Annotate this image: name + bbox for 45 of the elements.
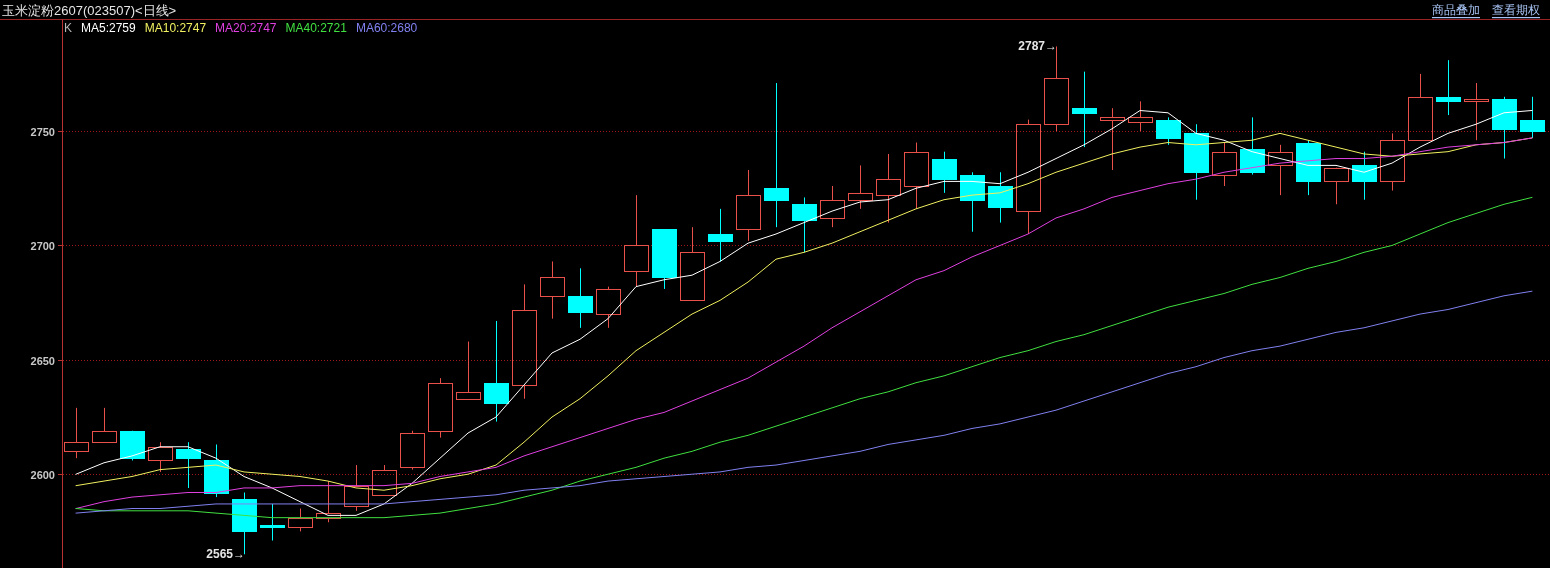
text: MA20:2747	[215, 21, 277, 35]
candlestick	[484, 320, 509, 423]
candlestick	[1100, 107, 1125, 171]
candlestick	[1520, 96, 1545, 139]
candlestick	[456, 341, 481, 400]
text: MA60:2680	[355, 21, 418, 35]
candlestick	[1184, 123, 1209, 201]
candlestick	[512, 283, 537, 400]
text: MA10:2747	[144, 21, 207, 35]
candlestick	[1212, 142, 1237, 187]
annotation: 2565→	[206, 547, 245, 562]
candlestick	[708, 208, 733, 262]
candlestick	[344, 464, 369, 512]
candlestick	[960, 171, 985, 233]
candlestick	[1436, 59, 1461, 116]
candlestick	[1380, 132, 1405, 192]
candlestick	[428, 377, 453, 439]
candlestick	[904, 142, 929, 210]
text: MA5:2759	[81, 21, 137, 35]
y-tick-label: 2650	[30, 354, 55, 367]
chart-title: 玉米淀粉2607(023507)<日线>	[2, 2, 177, 18]
candlestick	[652, 229, 677, 290]
candlestick	[1464, 82, 1489, 141]
candlestick	[1240, 116, 1265, 176]
y-tick-label: 2700	[30, 239, 55, 252]
y-tick-label: 2750	[30, 125, 55, 138]
candlestick	[624, 194, 649, 288]
candlestick	[540, 260, 565, 320]
candlestick	[736, 169, 761, 242]
line-series	[75, 196, 1533, 519]
text: 查看期权	[1492, 3, 1540, 17]
candlestick	[764, 82, 789, 228]
y-tick-label: 2600	[30, 468, 55, 481]
candlestick	[568, 267, 593, 329]
candlestick	[988, 171, 1013, 224]
line-series	[75, 290, 1533, 514]
candlestick	[1072, 71, 1097, 148]
candlestick	[792, 196, 817, 253]
text: 商品叠加	[1432, 3, 1480, 17]
candlestick	[260, 503, 285, 542]
candlestick	[372, 464, 397, 496]
text: MA40:2721	[285, 21, 348, 35]
candlestick	[876, 153, 901, 224]
legend-title: K	[64, 21, 73, 35]
annotation: 2787→	[1018, 39, 1057, 54]
